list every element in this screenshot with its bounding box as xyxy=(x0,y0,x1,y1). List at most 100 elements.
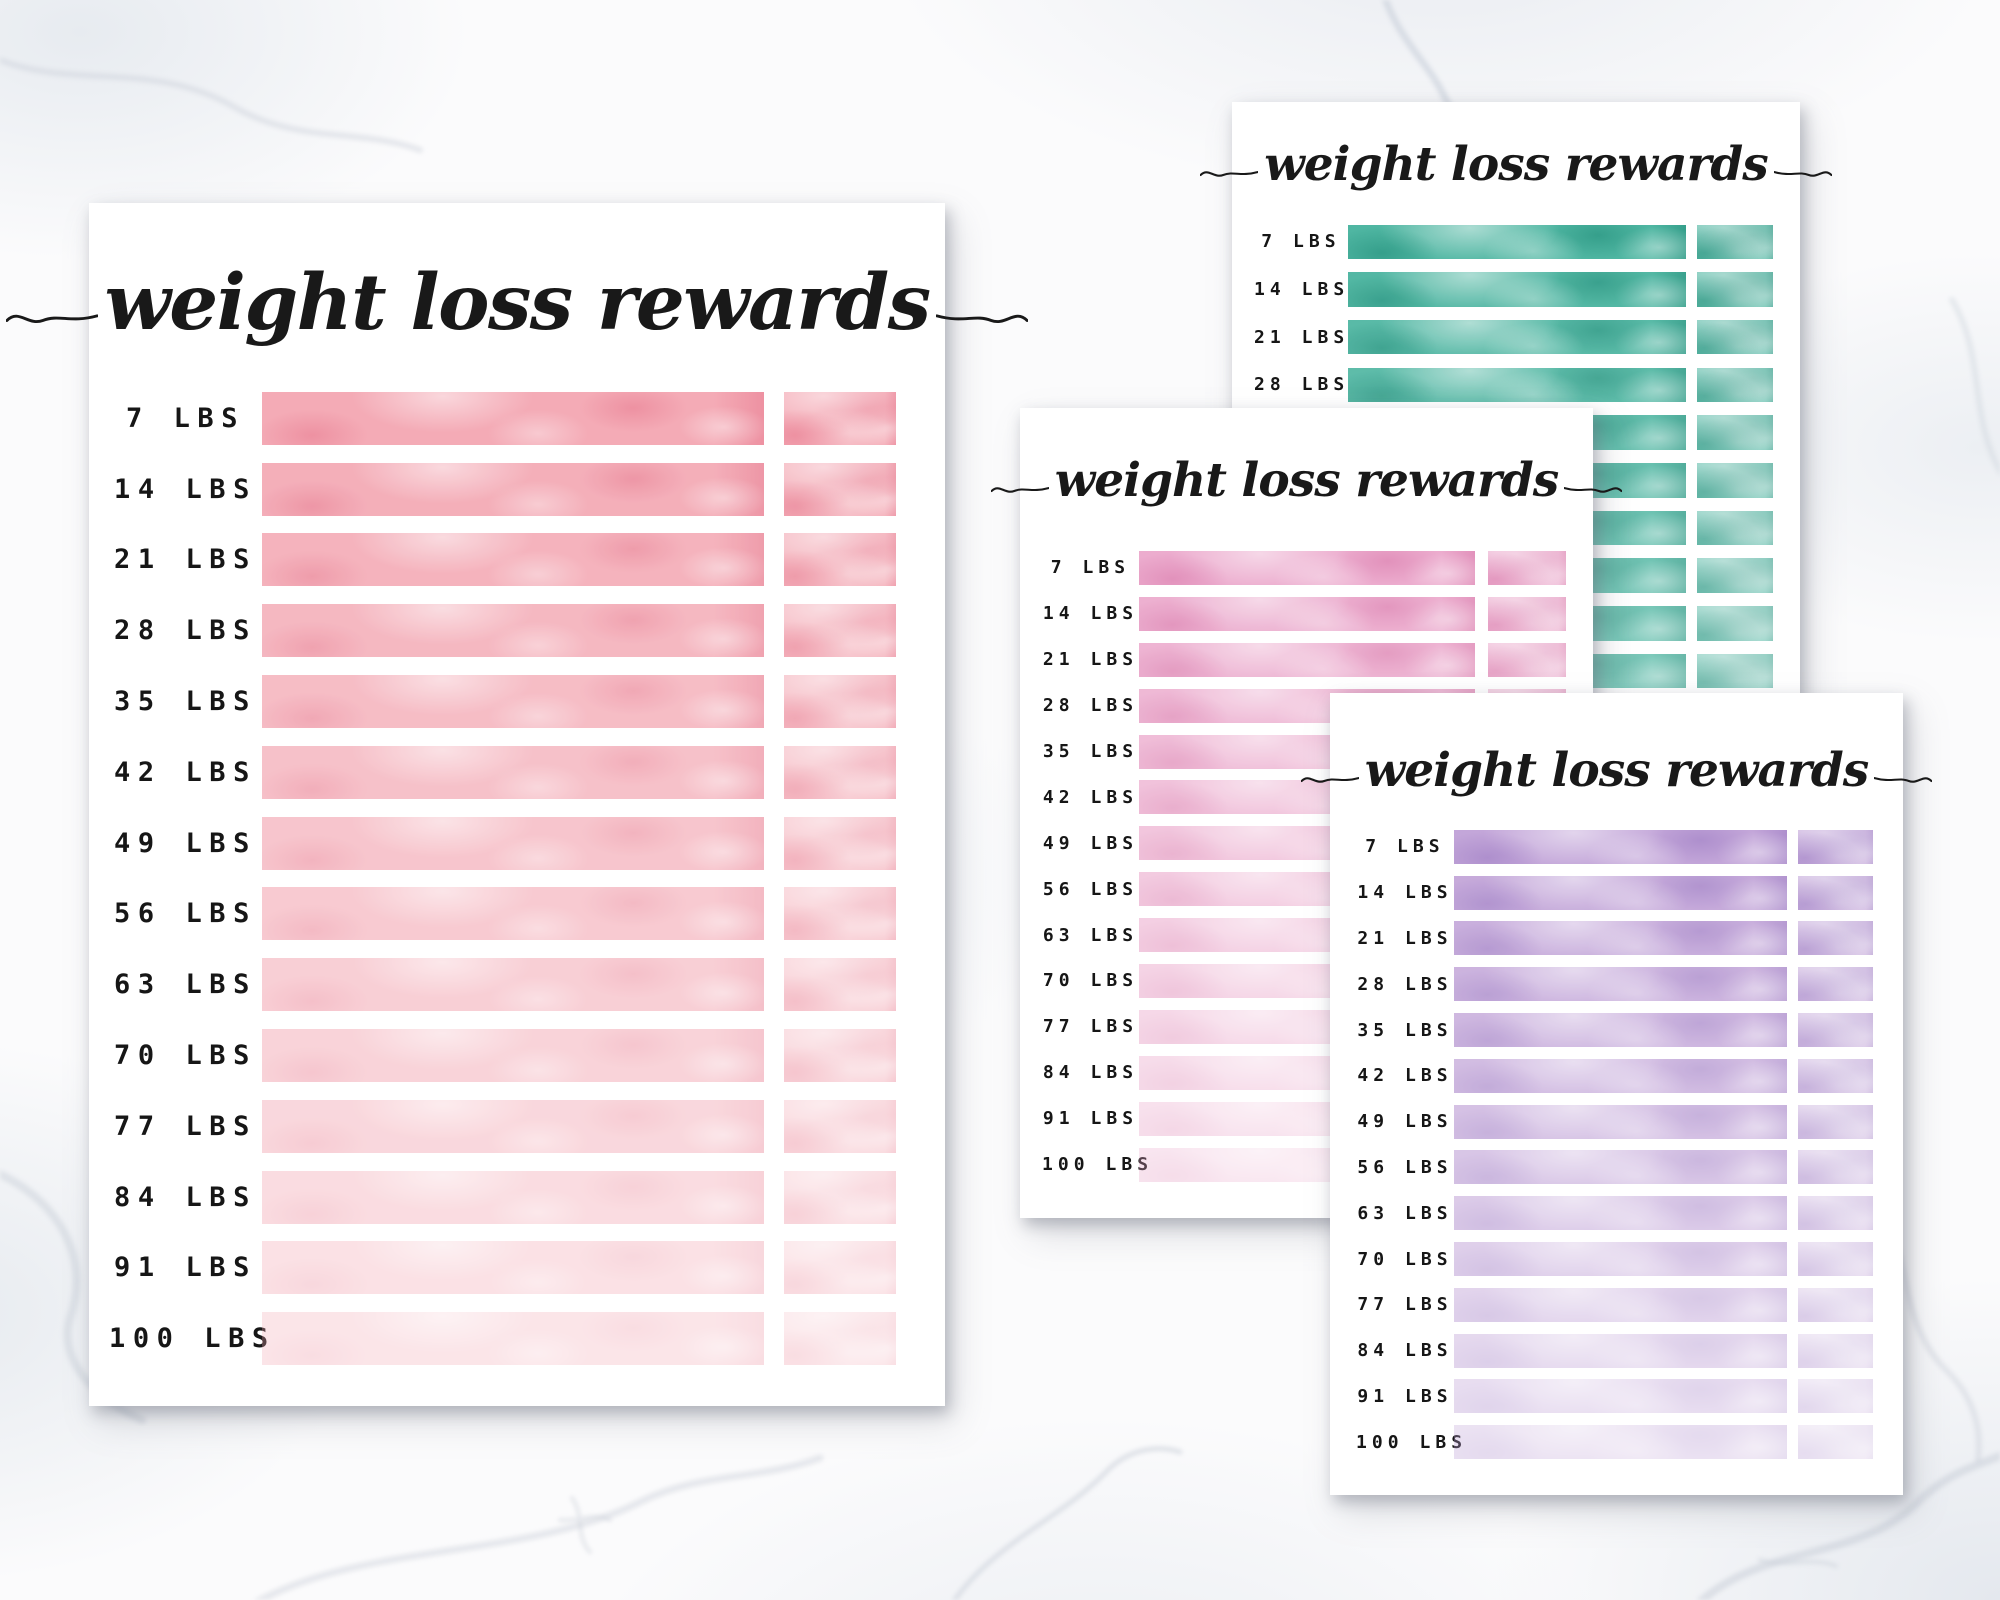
reward-bar-long xyxy=(262,604,764,658)
reward-bar-short xyxy=(784,462,896,516)
title-swash-right xyxy=(935,314,1028,324)
reward-bar-long xyxy=(1454,1058,1787,1093)
reward-bar-long xyxy=(1454,1379,1787,1414)
milestone-rows: 7 LBS 14 LBS 21 LBS 28 LBS 35 LBS 42 LBS 49 LB… xyxy=(89,383,945,1374)
reward-bar-short xyxy=(1798,875,1873,910)
reward-bar-long xyxy=(1348,319,1686,355)
milestone-label: 7 LBS xyxy=(1050,557,1131,579)
milestone-row: 14 LBS xyxy=(1232,266,1800,314)
milestone-row: 7 LBS xyxy=(89,383,945,454)
milestone-label: 7 LBS xyxy=(1261,231,1341,253)
reward-bar-short xyxy=(784,533,896,587)
reward-bar-long xyxy=(1139,642,1475,677)
milestone-label: 14 LBS xyxy=(1042,603,1139,625)
milestone-label: 21 LBS xyxy=(1357,927,1453,949)
milestone-label: 14 LBS xyxy=(114,473,257,505)
sheet-purple: weight loss rewards 7 LBS 14 LBS 21 LBS 28 … xyxy=(1300,693,1933,1495)
reward-bar-long xyxy=(1454,921,1787,956)
title-swash-left xyxy=(990,486,1049,493)
milestone-row: 84 LBS xyxy=(89,1162,945,1233)
milestone-label: 7 LBS xyxy=(1365,836,1445,858)
milestone-row: 77 LBS xyxy=(89,1091,945,1162)
reward-bar-short xyxy=(1697,653,1773,689)
reward-bar-short xyxy=(1798,1242,1873,1277)
reward-bar-short xyxy=(1697,510,1773,546)
title-swash-right xyxy=(1773,170,1832,177)
milestone-label: 63 LBS xyxy=(114,969,257,1001)
milestone-row: 7 LBS xyxy=(1330,824,1903,870)
page-title: weight loss rewards xyxy=(104,257,931,348)
reward-bar-short xyxy=(1697,272,1773,307)
milestone-label: 100 LBS xyxy=(109,1323,276,1355)
milestone-label: 21 LBS xyxy=(1254,326,1350,348)
milestone-row: 28 LBS xyxy=(1232,361,1800,409)
milestone-row: 28 LBS xyxy=(1330,961,1903,1007)
milestone-row: 70 LBS xyxy=(89,1020,945,1091)
milestone-row: 35 LBS xyxy=(89,666,945,737)
milestone-label: 63 LBS xyxy=(1042,924,1139,946)
reward-bar-long xyxy=(1348,272,1686,307)
milestone-row: 63 LBS xyxy=(89,949,945,1020)
milestone-label: 91 LBS xyxy=(114,1252,257,1284)
reward-bar-short xyxy=(1697,463,1773,498)
milestone-label: 100 LBS xyxy=(1042,1154,1154,1176)
milestone-row: 35 LBS xyxy=(1330,1007,1903,1053)
milestone-row: 63 LBS xyxy=(1330,1190,1903,1236)
milestone-row: 42 LBS xyxy=(1330,1053,1903,1099)
milestone-label: 77 LBS xyxy=(1357,1294,1453,1316)
sheet-title: weight loss rewards xyxy=(6,241,1028,365)
reward-bar-short xyxy=(1798,1425,1873,1460)
milestone-label: 35 LBS xyxy=(1357,1019,1453,1041)
reward-bar-short xyxy=(1798,1333,1873,1368)
title-swash-left xyxy=(1200,170,1259,177)
milestone-row: 49 LBS xyxy=(1330,1099,1903,1145)
reward-bar-long xyxy=(1454,1287,1787,1322)
milestone-row: 14 LBS xyxy=(1020,591,1593,637)
milestone-row: 49 LBS xyxy=(89,808,945,879)
reward-bar-short xyxy=(784,604,896,658)
milestone-rows: 7 LBS 14 LBS 21 LBS 28 LBS 35 LBS 42 LBS 49 LB… xyxy=(1330,824,1903,1465)
reward-bar-short xyxy=(1697,558,1773,593)
reward-bar-short xyxy=(1798,1287,1873,1322)
reward-bar-long xyxy=(262,533,764,587)
title-swash-left xyxy=(1300,776,1359,783)
milestone-row: 100 LBS xyxy=(1330,1419,1903,1465)
reward-bar-short xyxy=(1798,1058,1873,1093)
milestone-row: 56 LBS xyxy=(1330,1145,1903,1191)
milestone-label: 91 LBS xyxy=(1042,1108,1139,1130)
reward-bar-long xyxy=(262,391,764,445)
milestone-row: 21 LBS xyxy=(1020,637,1593,683)
sheet-title: weight loss rewards xyxy=(1300,730,1933,810)
milestone-row: 7 LBS xyxy=(1020,545,1593,591)
milestone-row: 14 LBS xyxy=(1330,870,1903,916)
reward-bar-short xyxy=(1798,921,1873,956)
reward-bar-long xyxy=(1139,596,1475,631)
milestone-label: 42 LBS xyxy=(1042,786,1139,808)
reward-bar-short xyxy=(1697,224,1773,260)
reward-bar-long xyxy=(262,887,764,941)
reward-bar-long xyxy=(262,1241,764,1295)
milestone-label: 28 LBS xyxy=(114,615,257,647)
milestone-row: 91 LBS xyxy=(1330,1374,1903,1420)
reward-bar-long xyxy=(1348,224,1686,260)
milestone-label: 28 LBS xyxy=(1254,374,1350,396)
milestone-label: 42 LBS xyxy=(1357,1065,1453,1087)
reward-bar-short xyxy=(1697,606,1773,641)
reward-bar-short xyxy=(1697,367,1773,403)
milestone-row: 56 LBS xyxy=(89,879,945,950)
page-title: weight loss rewards xyxy=(1054,452,1560,508)
title-swash-left xyxy=(6,314,99,324)
reward-bar-long xyxy=(262,1312,764,1366)
reward-bar-short xyxy=(784,1099,896,1153)
milestone-row: 100 LBS xyxy=(89,1303,945,1374)
milestone-row: 21 LBS xyxy=(89,525,945,596)
milestone-label: 84 LBS xyxy=(114,1181,257,1213)
reward-bar-short xyxy=(784,391,896,445)
title-swash-right xyxy=(1874,776,1933,783)
page-title: weight loss rewards xyxy=(1264,136,1769,192)
reward-bar-long xyxy=(1139,550,1475,585)
reward-bar-short xyxy=(784,958,896,1012)
milestone-label: 28 LBS xyxy=(1357,973,1453,995)
reward-bar-long xyxy=(262,675,764,729)
